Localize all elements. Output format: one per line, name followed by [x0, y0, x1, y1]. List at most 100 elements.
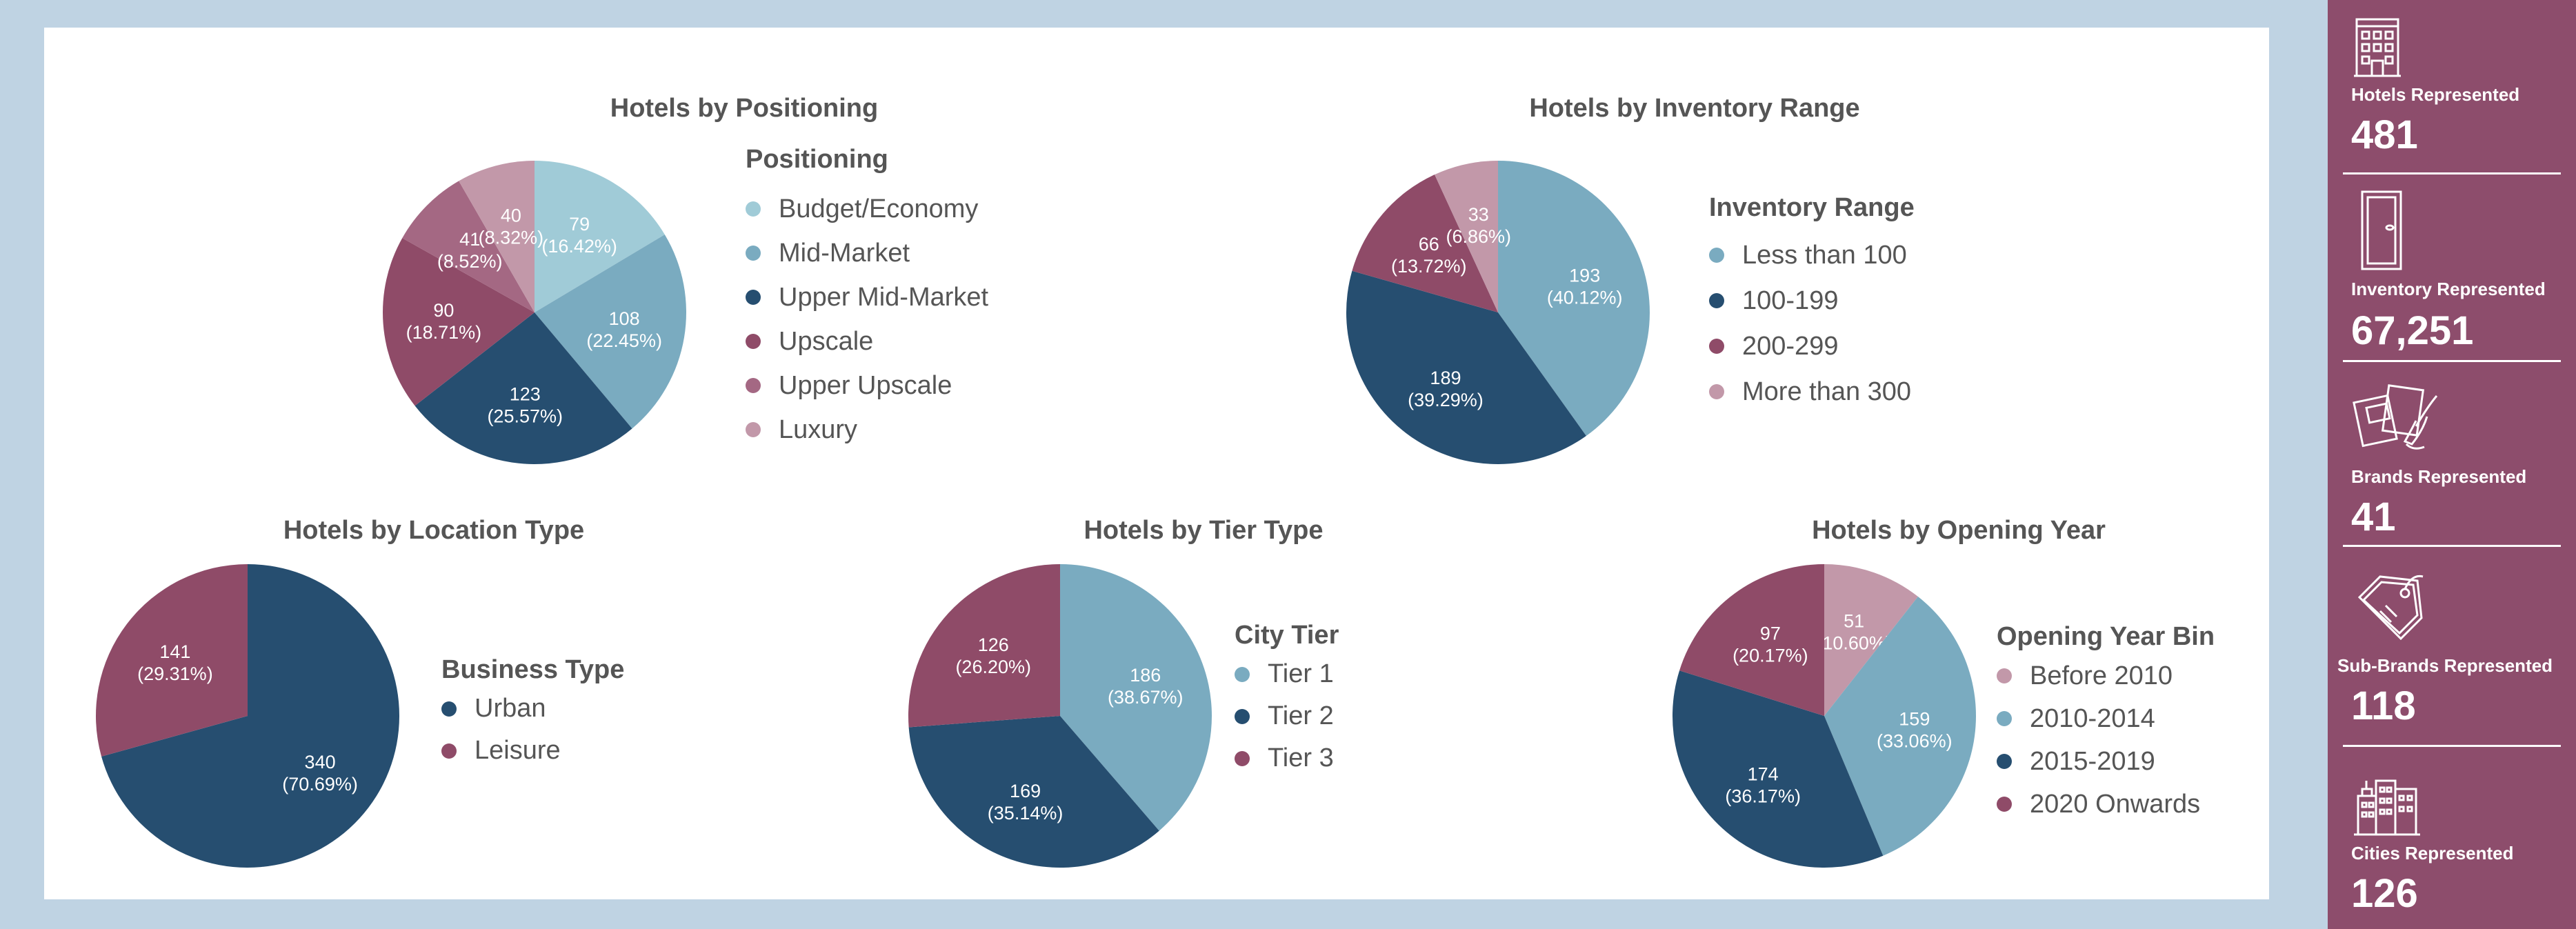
- data-label-value: 51: [1844, 610, 1864, 631]
- legend-swatch: [1709, 339, 1724, 354]
- legend-item: Leisure: [441, 730, 624, 772]
- legend-title: City Tier: [1235, 621, 1339, 650]
- legend-title: Opening Year Bin: [1997, 622, 2215, 651]
- pie-slice-100-199: [1346, 270, 1586, 464]
- pie-chart-positioning: 79(16.42%) 108(22.45%) 123(25.57%) 90(18.71…: [383, 161, 686, 464]
- pie-slice-2010-2014: [1824, 597, 1976, 856]
- legend-item: Tier 1: [1235, 653, 1339, 695]
- legend-swatch: [1235, 750, 1250, 766]
- legend-swatch: [1709, 384, 1724, 399]
- legend-item: 100-199: [1709, 278, 1915, 323]
- legend-swatch: [441, 701, 457, 717]
- data-label-value: 79: [569, 214, 590, 234]
- pie-chart-opening-year: 51(10.60%)159(33.06%)174(36.17%)97(20.17…: [1673, 564, 1976, 868]
- legend-swatch: [1709, 248, 1724, 263]
- data-label-value: 340: [305, 752, 336, 772]
- chart-title-inventory-range: Hotels by Inventory Range: [1529, 94, 1860, 123]
- legend-swatch: [746, 422, 761, 437]
- data-label-value: 90: [433, 300, 454, 321]
- kpi-hotels: Hotels Represented 481: [2328, 0, 2576, 186]
- legend-label: Less than 100: [1742, 240, 1907, 270]
- legend-label: 100-199: [1742, 286, 1839, 315]
- data-label-value: 66: [1419, 234, 1439, 254]
- legend-swatch: [1235, 708, 1250, 724]
- legend-swatch: [746, 378, 761, 393]
- legend-label: Upper Upscale: [779, 370, 952, 400]
- chart-title-positioning: Hotels by Positioning: [610, 94, 879, 123]
- legend-swatch: [746, 290, 761, 305]
- data-label-percent: (26.20%): [955, 657, 1031, 677]
- data-label-value: 141: [159, 641, 190, 662]
- pie-slice-less-than-100: [1498, 161, 1650, 436]
- pie-slice-tier-1: [1060, 564, 1212, 831]
- divider: [2343, 745, 2561, 747]
- data-label-percent: (13.72%): [1391, 256, 1467, 277]
- data-label-percent: (20.17%): [1733, 646, 1808, 666]
- price-tag-icon: [2353, 570, 2428, 649]
- data-label-value: 189: [1430, 368, 1461, 388]
- data-label-percent: (36.17%): [1725, 786, 1801, 807]
- legend-swatch: [1997, 754, 2012, 769]
- data-label-value: 40: [501, 205, 521, 226]
- legend-label: Leisure: [475, 736, 561, 765]
- kpi-sidebar: Hotels Represented 481 Inventory Represe…: [2328, 0, 2576, 929]
- data-label-percent: (6.86%): [1446, 226, 1511, 247]
- legend-swatch: [441, 743, 457, 759]
- data-label-value: 174: [1748, 764, 1779, 785]
- legend-swatch: [1709, 293, 1724, 308]
- legend-item: Upper Mid-Market: [746, 275, 988, 319]
- legend-title: Positioning: [746, 145, 888, 174]
- data-label-value: 41: [459, 229, 480, 250]
- data-label-value: 33: [1468, 204, 1489, 225]
- kpi-label: Inventory Represented: [2351, 279, 2546, 299]
- data-label-value: 123: [510, 383, 541, 404]
- data-label-percent: (38.67%): [1108, 687, 1184, 708]
- legend-title: Business Type: [441, 655, 625, 684]
- legend-swatch: [1997, 797, 2012, 812]
- data-label-percent: (35.14%): [988, 803, 1064, 823]
- kpi-value: 126: [2351, 871, 2418, 916]
- legend-swatch: [1997, 668, 2012, 683]
- legend-label: Luxury: [779, 414, 858, 444]
- legend-title: Inventory Range: [1709, 193, 1915, 222]
- legend-label: 200-299: [1742, 331, 1839, 361]
- door-icon: [2358, 189, 2408, 275]
- legend-label: Upper Mid-Market: [779, 282, 989, 312]
- data-label-value: 97: [1760, 623, 1781, 644]
- legend-item: Tier 3: [1235, 737, 1339, 779]
- pie-slice-mid-market: [535, 234, 686, 429]
- hotel-building-icon: [2353, 15, 2402, 82]
- data-label-percent: (16.42%): [541, 236, 617, 257]
- legend-item: Luxury: [746, 408, 988, 452]
- legend-label: 2015-2019: [2030, 746, 2155, 776]
- legend-opening-year: Opening Year Bin Before 2010 2010-2014 201…: [1997, 622, 2215, 826]
- legend-item: 2020 Onwards: [1997, 783, 2215, 826]
- legend-label: More than 300: [1742, 377, 1912, 406]
- legend-positioning: Positioning Budget/Economy Mid-Market Uppe…: [746, 145, 988, 452]
- data-label-value: 108: [609, 308, 640, 329]
- data-label-percent: (8.32%): [479, 227, 544, 248]
- data-label-value: 169: [1010, 781, 1041, 801]
- kpi-value: 481: [2351, 112, 2418, 157]
- pie-slice-leisure: [96, 564, 248, 757]
- data-label-percent: (25.57%): [487, 406, 563, 426]
- pie-slice-2020-onwards: [1679, 564, 1824, 716]
- data-label-percent: (29.31%): [137, 663, 213, 684]
- data-label-percent: (8.52%): [437, 251, 503, 272]
- kpi-label: Cities Represented: [2351, 843, 2514, 863]
- pie-slice-upscale: [383, 238, 535, 406]
- pie-chart-location-type: 340(70.69%) 141(29.31%): [96, 564, 399, 868]
- kpi-value: 67,251: [2351, 308, 2474, 353]
- pie-slice-upper-upscale: [402, 181, 535, 312]
- pie-slice-before-2010: [1824, 564, 1918, 716]
- pie-slice-200-299: [1352, 174, 1498, 312]
- data-label-value: 126: [978, 635, 1009, 655]
- kpi-label: Brands Represented: [2351, 466, 2527, 487]
- data-label-percent: (39.29%): [1408, 390, 1484, 410]
- legend-item: Less than 100: [1709, 232, 1915, 278]
- divider: [2343, 360, 2561, 362]
- legend-inventory-range: Inventory Range Less than 100 100-199 200-…: [1709, 193, 1915, 414]
- kpi-label: Hotels Represented: [2351, 84, 2520, 105]
- brand-cards-icon: [2353, 378, 2442, 459]
- pie-chart-tier-type: 186(38.67%) 169(35.14%) 126(26.20%): [908, 564, 1212, 868]
